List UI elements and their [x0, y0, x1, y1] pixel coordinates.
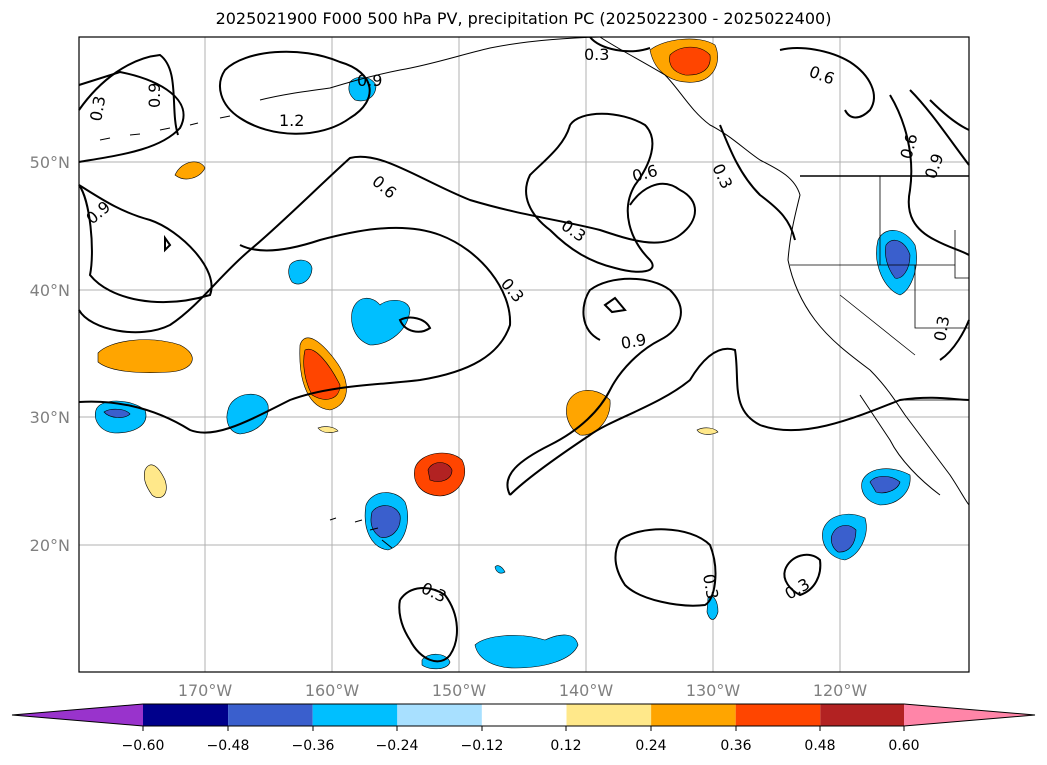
colorbar-tick-marks	[142, 726, 905, 731]
contour-label: 0.3	[930, 314, 953, 342]
precip-blob	[288, 259, 313, 285]
precip-blob	[351, 298, 411, 346]
lat-label: 20°N	[30, 536, 70, 555]
colorbar-right-extension	[904, 704, 1035, 726]
contour-label: 0.9	[145, 83, 164, 108]
latitude-labels: 50°N 40°N 30°N 20°N	[30, 153, 70, 555]
map-background	[79, 37, 969, 672]
precip-blob	[427, 462, 453, 482]
colorbar-tick-label: 0.36	[720, 738, 751, 754]
precip-blob	[103, 408, 131, 418]
colorbar-tick-label: −0.48	[207, 738, 250, 754]
precip-blob	[97, 339, 193, 373]
pv-contour	[929, 99, 970, 131]
coastlines	[99, 36, 970, 549]
coastline-north-america	[599, 36, 970, 506]
colorbar-tick-label: −0.12	[461, 738, 504, 754]
state-borders	[790, 176, 969, 401]
colorbar-tick-label: 0.60	[888, 738, 919, 754]
colorbar-segment	[566, 704, 652, 726]
precip-blob	[566, 390, 611, 436]
pv-contour	[939, 319, 970, 361]
map-frame	[78, 36, 970, 673]
map-title: 2025021900 F000 500 hPa PV, precipitatio…	[215, 9, 832, 28]
pv-contour	[603, 296, 627, 314]
pv-contour	[509, 347, 970, 496]
pv-contour	[889, 94, 970, 256]
pv-contour	[78, 184, 213, 304]
hawaii-islands	[329, 517, 393, 549]
colorbar-tick-label: −0.36	[292, 738, 335, 754]
contour-label: 0.9	[619, 330, 647, 353]
coastline-alaska	[259, 36, 601, 101]
contour-labels: 0.3 0.9 1.2 0.9 0.9 0.6 0.3 0.3 0.6 0.9 …	[82, 45, 953, 606]
colorbar-segment	[228, 704, 313, 726]
pv-contour	[719, 124, 796, 241]
precip-blob	[317, 426, 339, 433]
lon-label: 170°W	[178, 681, 233, 700]
lon-label: 130°W	[686, 681, 741, 700]
precip-blob	[303, 348, 341, 400]
pv-contour	[525, 112, 654, 273]
colorbar-segment	[143, 704, 229, 726]
colorbar-tick-label: 0.48	[804, 738, 835, 754]
contour-label: 0.3	[699, 572, 722, 600]
pv-contour	[398, 587, 458, 663]
pv-contour	[78, 53, 179, 136]
precip-blob	[885, 239, 911, 279]
pv-contour	[398, 316, 432, 333]
colorbar-tick-label: −0.60	[122, 738, 165, 754]
baja-california	[859, 394, 941, 496]
colorbar-segment	[481, 704, 567, 726]
colorbar-segment	[312, 704, 398, 726]
pv-contour	[78, 226, 512, 434]
pv-contour	[783, 553, 822, 597]
precip-blob	[869, 476, 901, 494]
pv-contour	[589, 36, 651, 53]
lat-label: 30°N	[30, 408, 70, 427]
pv-contours	[78, 36, 970, 663]
longitude-labels: 170°W 160°W 150°W 140°W 130°W 120°W	[178, 681, 868, 700]
precip-blob	[830, 525, 857, 553]
contour-label: 1.2	[279, 111, 304, 130]
precip-blob	[494, 565, 506, 574]
colorbar-tick-label: −0.24	[376, 738, 419, 754]
precip-shading	[95, 38, 917, 670]
lon-label: 120°W	[813, 681, 868, 700]
pv-contour	[909, 89, 970, 166]
precip-blob	[174, 161, 206, 180]
pv-contour	[219, 50, 371, 135]
pv-contour	[164, 234, 172, 253]
precip-blob	[143, 464, 167, 499]
lon-label: 140°W	[559, 681, 614, 700]
precip-blob	[669, 46, 711, 76]
lon-label: 150°W	[432, 681, 487, 700]
precip-blob	[474, 634, 579, 669]
lon-label: 160°W	[305, 681, 360, 700]
colorbar-tick-label: 0.24	[635, 738, 666, 754]
precip-blob	[696, 427, 719, 435]
pv-contour	[78, 70, 185, 163]
pv-contour	[78, 155, 696, 334]
lat-label: 40°N	[30, 281, 70, 300]
colorbar-segment	[397, 704, 482, 726]
contour-label: 0.3	[584, 45, 609, 64]
colorbar-tick-label: 0.12	[550, 738, 581, 754]
aleutian-islands	[99, 115, 231, 141]
pv-contour	[779, 47, 875, 119]
colorbar: −0.60 −0.48 −0.36 −0.24 −0.12 0.12 0.24 …	[11, 703, 1036, 754]
contour-label: 0.3	[86, 94, 109, 122]
pv-contour	[614, 528, 717, 607]
contour-label: 0.9	[357, 71, 382, 90]
colorbar-segment	[820, 704, 904, 726]
pv-contour	[506, 277, 682, 496]
precip-blob	[370, 505, 401, 538]
colorbar-left-extension	[12, 704, 143, 726]
colorbar-segment	[735, 704, 821, 726]
lat-label: 50°N	[30, 153, 70, 172]
colorbar-segment	[651, 704, 736, 726]
